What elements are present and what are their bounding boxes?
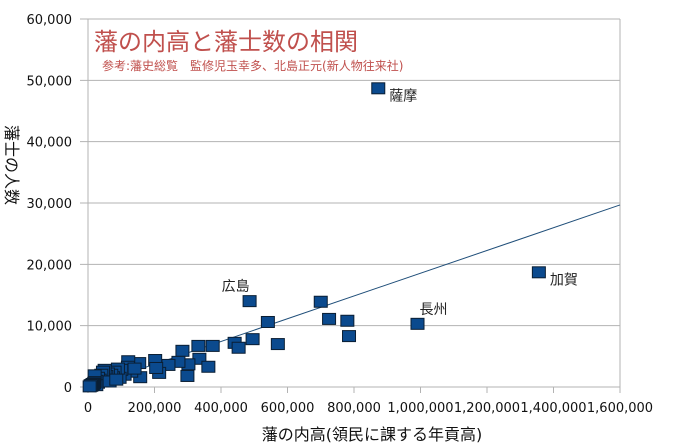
- point-annotation: 薩摩: [389, 87, 417, 104]
- x-tick-label: 800,000: [327, 401, 381, 416]
- y-axis-ticks: 0 10,000 20,000 30,000 40,000 50,000 60,000: [27, 13, 73, 396]
- y-tick-label: 60,000: [27, 13, 73, 28]
- data-point: [82, 380, 97, 393]
- y-tick-label: 10,000: [27, 320, 73, 335]
- data-point: [242, 295, 257, 308]
- chart-title: 藩の内高と藩士数の相関: [94, 28, 358, 56]
- data-point: [175, 344, 190, 357]
- x-tick-label: 0: [84, 401, 92, 416]
- data-point: [531, 266, 546, 279]
- x-tick-label: 1,400,000: [520, 401, 586, 416]
- y-tick-label: 30,000: [27, 197, 73, 212]
- data-point: [270, 338, 285, 351]
- data-point: [127, 362, 142, 375]
- grid-lines: [80, 18, 621, 393]
- data-point: [109, 373, 124, 386]
- point-annotation: 加賀: [550, 272, 578, 288]
- point-annotation: 長州: [420, 302, 448, 318]
- data-point: [260, 315, 275, 328]
- x-axis-ticks: 0 200,000 400,000 600,000 800,000 1,000,000 1,…: [84, 387, 653, 416]
- data-point: [245, 333, 260, 346]
- data-point: [313, 295, 328, 308]
- data-point: [201, 360, 216, 373]
- x-tick-label: 600,000: [261, 401, 315, 416]
- data-point: [191, 339, 206, 352]
- data-point: [231, 341, 246, 354]
- data-point: [180, 369, 195, 382]
- data-point: [371, 82, 386, 95]
- point-annotation: 広島: [222, 279, 250, 295]
- chart-subtitle: 参考:藩史総覧 監修児玉幸多、北島正元(新人物往来社): [102, 58, 403, 73]
- x-tick-label: 400,000: [194, 401, 248, 416]
- x-axis-label: 藩の内高(領民に課する年貢高): [262, 425, 483, 444]
- x-tick-label: 1,200,000: [454, 401, 520, 416]
- data-point: [322, 312, 337, 325]
- data-point: [410, 317, 425, 330]
- x-tick-label: 200,000: [128, 401, 182, 416]
- data-point: [149, 361, 164, 374]
- y-tick-label: 40,000: [27, 136, 73, 151]
- data-point: [205, 339, 220, 352]
- data-points: [82, 82, 546, 393]
- x-tick-label: 1,600,000: [587, 401, 653, 416]
- y-tick-label: 0: [64, 381, 72, 396]
- y-axis-label: 藩士の人数: [2, 125, 21, 205]
- y-tick-label: 20,000: [27, 258, 73, 273]
- data-point: [342, 330, 357, 343]
- y-tick-label: 50,000: [27, 74, 73, 89]
- x-tick-label: 1,000,000: [387, 401, 453, 416]
- data-point: [340, 314, 355, 327]
